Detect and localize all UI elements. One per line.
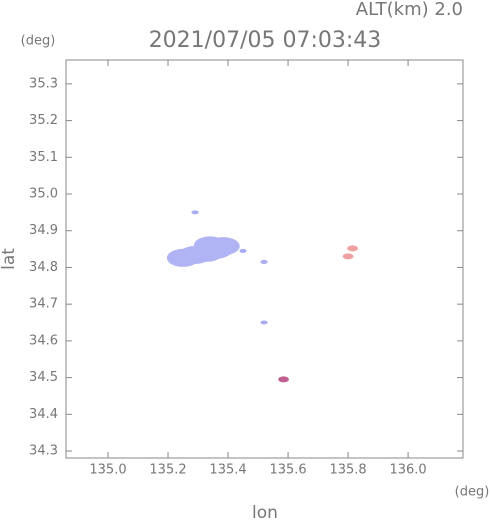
x-tick-label: 135.6 — [269, 463, 306, 478]
x-tick-label: 135.4 — [209, 463, 246, 478]
x-tick-label: 135.0 — [89, 463, 126, 478]
x-unit: (deg) — [455, 485, 490, 500]
y-tick-label: 34.8 — [29, 260, 58, 275]
altitude-label: ALT(km) 2.0 — [356, 0, 463, 20]
echo-point — [278, 376, 289, 383]
y-tick-label: 35.3 — [29, 76, 58, 91]
y-tick-label: 35.0 — [29, 187, 58, 202]
x-tick-label: 135.8 — [329, 463, 366, 478]
y-tick-label: 34.5 — [29, 370, 58, 385]
y-axis-label: lat — [0, 248, 19, 270]
y-tick-label: 34.3 — [29, 444, 58, 459]
echo-point — [260, 320, 268, 325]
y-tick-label: 34.4 — [29, 407, 58, 422]
echo-point — [191, 210, 199, 215]
echo-point — [193, 236, 227, 255]
plot-frame — [65, 59, 464, 459]
echo-point — [260, 259, 268, 264]
x-axis-label: lon — [252, 503, 278, 521]
y-tick-label: 34.9 — [29, 223, 58, 238]
y-tick-label: 34.6 — [29, 333, 58, 348]
echo-point — [347, 245, 358, 252]
echo-point — [342, 253, 354, 260]
chart-title: 2021/07/05 07:03:43 — [149, 28, 382, 53]
y-tick-label: 35.2 — [29, 113, 58, 128]
y-tick-label: 34.7 — [29, 297, 58, 312]
echo-point — [239, 248, 247, 253]
y-unit: (deg) — [21, 34, 56, 49]
y-tick-label: 35.1 — [29, 150, 58, 165]
x-tick-label: 136.0 — [389, 463, 426, 478]
x-tick-label: 135.2 — [149, 463, 186, 478]
